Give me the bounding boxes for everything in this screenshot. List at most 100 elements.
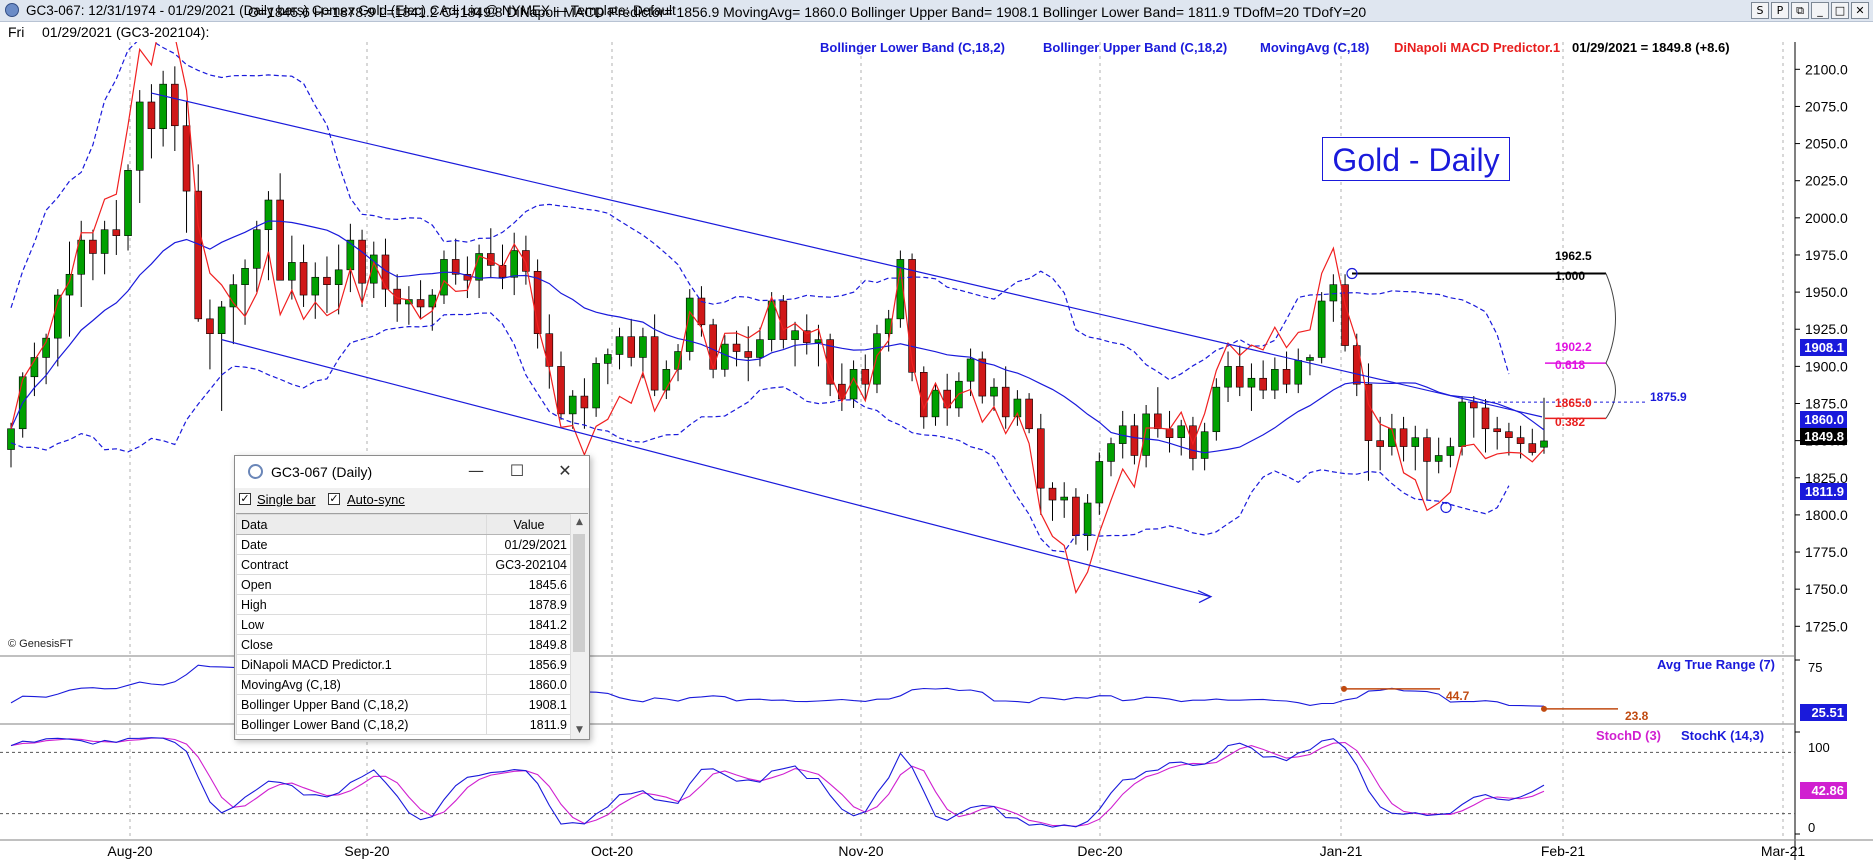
stoch-k-line [10, 737, 1545, 828]
candle-body [568, 395, 577, 415]
data-grid[interactable]: Data Value Date 01/29/2021 Contract GC3-20… [236, 513, 588, 739]
candle-body [54, 294, 62, 339]
stoch-k-label: StochK (14,3) [1681, 728, 1765, 743]
p-button[interactable]: P [1771, 2, 1789, 19]
price-tick-label: 1925.0 [1805, 321, 1848, 337]
candle-body [1317, 300, 1326, 358]
float-button[interactable]: ⧉ [1791, 2, 1809, 19]
candle-body [615, 336, 624, 355]
table-row[interactable]: Bollinger Upper Band (C,18,2) 1908.1 [236, 694, 572, 715]
data-window-title: GC3-067 (Daily) [271, 464, 373, 480]
close-button[interactable]: ✕ [1851, 2, 1869, 19]
info-day: Fri [8, 24, 25, 40]
candle-body [721, 343, 729, 370]
dinapoli-line [10, 42, 1545, 595]
auto-sync-label[interactable]: Auto-sync [347, 492, 405, 507]
table-row[interactable]: High 1878.9 [236, 594, 572, 615]
info-date-contract: 01/29/2021 (GC3-202104): [42, 24, 210, 40]
data-window-scrollbar[interactable]: ▲ ▼ [570, 514, 588, 739]
candle-body [1376, 440, 1384, 447]
table-row[interactable]: MovingAvg (C,18) 1860.0 [236, 674, 572, 695]
table-row[interactable]: Contract GC3-202104 [236, 554, 572, 575]
table-row[interactable]: Date 01/29/2021 [236, 534, 572, 555]
candle-body [557, 366, 565, 415]
table-row[interactable]: Bollinger Lower Band (C,18,2) 1811.9 [236, 714, 572, 735]
price-tick-label: 2025.0 [1805, 173, 1848, 189]
price-tick-label: 1750.0 [1805, 581, 1848, 597]
candle-body [1540, 440, 1548, 448]
candle-body [791, 330, 799, 340]
row-value: 1878.9 [486, 594, 572, 615]
legend-lower-band: Bollinger Lower Band (C,18,2) [820, 40, 1005, 55]
candle-body [206, 318, 214, 334]
window-title: GC3-067: 12/31/1974 - 01/29/2021 (Daily … [26, 3, 676, 18]
candle-body [1154, 413, 1162, 430]
candle-body [77, 239, 86, 275]
candle-body [416, 299, 425, 308]
row-key: Close [236, 634, 487, 655]
candle-body [159, 83, 167, 130]
stoch-value-box: 42.86 [1800, 782, 1847, 799]
candle-body [522, 250, 530, 272]
candle-body [135, 101, 144, 171]
single-bar-checkbox[interactable]: ✓ [239, 492, 251, 505]
fib-anchor-low [1440, 501, 1452, 514]
candle-body [182, 125, 191, 192]
col-value-header[interactable]: Value [486, 514, 572, 535]
candle-body [1306, 357, 1314, 361]
price-tick-label: 1725.0 [1805, 618, 1848, 634]
date-tick-label: Jan-21 [1320, 843, 1363, 859]
candle-body [639, 336, 647, 358]
candle-body [1235, 366, 1244, 388]
candle-body [112, 229, 121, 236]
row-value: 01/29/2021 [486, 534, 572, 555]
col-data-header[interactable]: Data [236, 514, 487, 535]
candle-body [1130, 425, 1139, 456]
candle-body [802, 330, 811, 343]
data-window[interactable]: GC3-067 (Daily) — ☐ ✕ ✓ Single bar ✓ Aut… [234, 455, 590, 740]
price-tick-label: 1825.0 [1805, 470, 1848, 486]
maximize-icon[interactable]: ☐ [509, 461, 525, 480]
table-row[interactable]: Open 1845.6 [236, 574, 572, 595]
candle-body [1025, 398, 1033, 430]
candle-body [1013, 398, 1022, 418]
candle-body [1247, 377, 1256, 388]
maximize-button[interactable]: □ [1831, 2, 1849, 19]
fib-mid-price: 1902.2 [1555, 340, 1592, 354]
close-icon[interactable]: ✕ [558, 461, 572, 480]
auto-sync-checkbox[interactable]: ✓ [328, 492, 340, 505]
data-window-header[interactable]: GC3-067 (Daily) — ☐ ✕ [235, 456, 589, 488]
candle-body [65, 273, 74, 296]
single-bar-label[interactable]: Single bar [257, 492, 316, 507]
table-row[interactable]: Close 1849.8 [236, 634, 572, 655]
candle-body [1037, 428, 1045, 489]
legend-upper-band: Bollinger Upper Band (C,18,2) [1043, 40, 1228, 55]
stoch-d-label: StochD (3) [1596, 728, 1661, 743]
candle-body [393, 288, 401, 305]
candle-body [908, 259, 916, 373]
candle-body [171, 83, 179, 127]
lower-band-box: 1811.9 [1800, 483, 1847, 500]
scroll-thumb[interactable] [573, 534, 585, 652]
candle-body [756, 339, 764, 358]
fib-bracket [1605, 273, 1616, 419]
row-value: 1811.9 [486, 714, 572, 735]
candle-body [732, 343, 741, 352]
candle-body [861, 369, 870, 385]
scroll-down-icon[interactable]: ▼ [576, 725, 583, 735]
price-tick-label: 1950.0 [1805, 284, 1848, 300]
scroll-up-icon[interactable]: ▲ [576, 517, 583, 527]
table-row[interactable]: DiNapoli MACD Predictor.1 1856.9 [236, 654, 572, 675]
candle-body [1364, 383, 1373, 441]
table-row[interactable]: Low 1841.2 [236, 614, 572, 635]
credit: © GenesisFT [8, 638, 73, 650]
minimize-icon[interactable]: — [468, 461, 484, 480]
minimize-button[interactable]: _ [1811, 2, 1829, 19]
info-ohlc: O=1845.6 H=1878.9 L=1841.2 C=1849.8 DiNa… [248, 4, 1367, 20]
candle-body [1259, 377, 1267, 391]
candle-body [1411, 437, 1420, 447]
candle-body [1095, 461, 1104, 504]
s-button[interactable]: S [1751, 2, 1769, 19]
moving-average-line [10, 220, 1545, 454]
bollinger-upper-line [10, 42, 1510, 381]
